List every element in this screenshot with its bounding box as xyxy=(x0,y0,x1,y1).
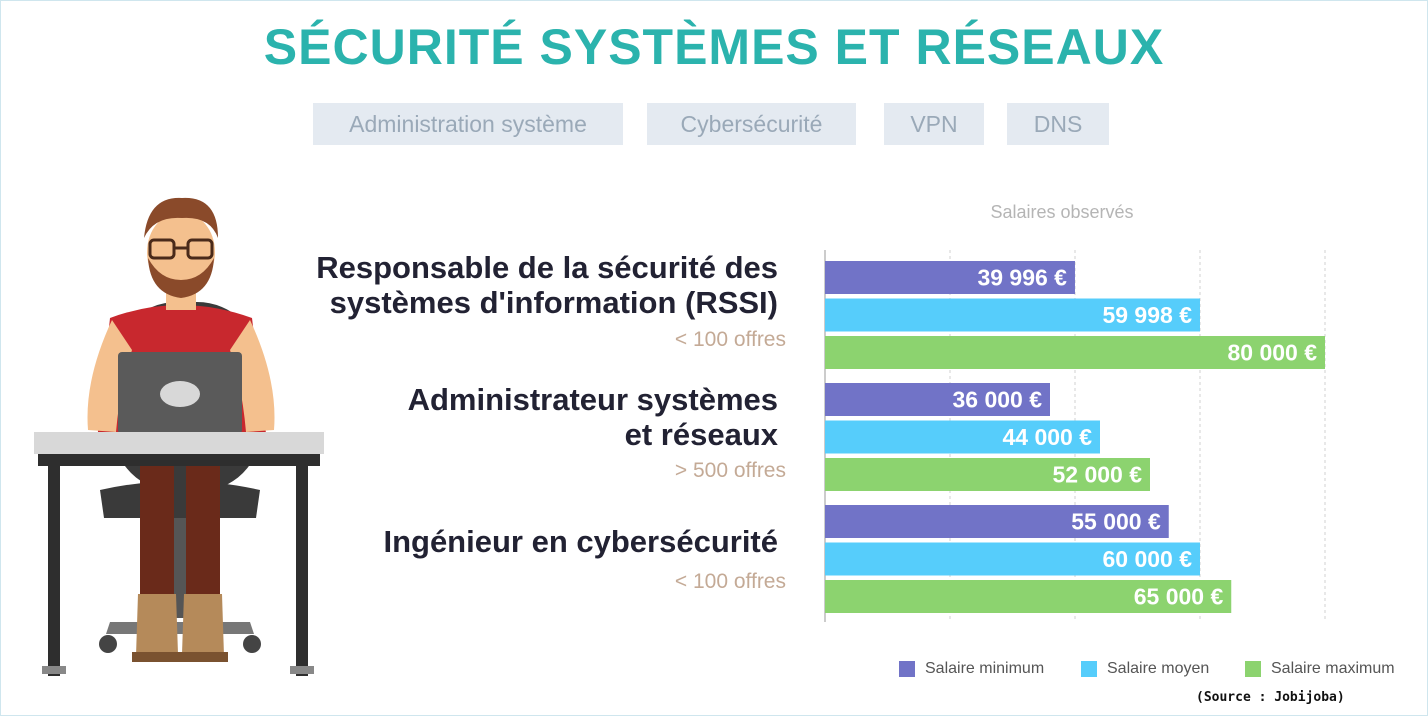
beard-shape xyxy=(148,258,214,298)
right-arm-shape xyxy=(230,320,275,432)
chair-wheel-left-shape xyxy=(99,635,117,653)
job-title-admin-line-1: Administrateur systèmes xyxy=(407,382,778,417)
desk-right-leg-shape xyxy=(296,466,308,676)
tag-dns: DNS xyxy=(1007,103,1109,145)
left-leg-shape xyxy=(140,466,174,596)
bar-maximum-2 xyxy=(825,580,1232,613)
bar-label-minimum-1: 36 000 € xyxy=(952,387,1042,413)
desk-left-foot-shape xyxy=(42,666,66,674)
desk-right-foot-shape xyxy=(290,666,314,674)
right-leg-shape xyxy=(186,466,220,596)
desk-frame-shape xyxy=(38,454,320,466)
legend-moyen-swatch xyxy=(1081,661,1097,677)
bar-label-moyen-0: 59 998 € xyxy=(1102,302,1192,328)
tag-administration-systeme: Administration système xyxy=(313,103,623,145)
offers-admin: > 500 offres xyxy=(674,459,786,482)
tag-vpn: VPN xyxy=(884,103,984,145)
bar-moyen-0 xyxy=(825,298,1200,332)
bar-label-moyen-1: 44 000 € xyxy=(1002,424,1092,450)
bar-minimum-2 xyxy=(825,505,1169,538)
left-boot-sole-shape xyxy=(132,652,180,662)
legend-moyen: Salaire moyen xyxy=(1081,660,1209,678)
legend-maximum: Salaire maximum xyxy=(1245,660,1395,678)
job-title-admin: Administrateur systèmes et réseaux xyxy=(408,382,778,452)
bar-moyen-1 xyxy=(825,420,1100,454)
tag-cybersecurite: Cybersécurité xyxy=(647,103,856,145)
page-title: SÉCURITÉ SYSTÈMES ET RÉSEAUX xyxy=(263,19,1165,75)
laptop-logo-shape xyxy=(160,381,200,407)
bar-maximum-0 xyxy=(825,336,1325,369)
job-title-ingenieur-line-1: Ingénieur en cybersécurité xyxy=(383,524,778,559)
job-title-ingenieur: Ingénieur en cybersécurité xyxy=(383,524,778,559)
legend-maximum-label: Salaire maximum xyxy=(1271,660,1395,677)
bar-minimum-0 xyxy=(825,261,1075,294)
job-title-rssi-line-2: systèmes d'information (RSSI) xyxy=(329,285,778,320)
chart-title: Salaires observés xyxy=(990,202,1134,222)
chair-wheel-right-shape xyxy=(243,635,261,653)
source-note: (Source : Jobijoba) xyxy=(1196,690,1345,705)
job-title-admin-line-2: et réseaux xyxy=(624,417,778,452)
bar-minimum-1 xyxy=(825,383,1050,416)
person-at-laptop-illustration xyxy=(34,197,324,676)
legend-minimum-swatch xyxy=(899,661,915,677)
bar-label-moyen-2: 60 000 € xyxy=(1102,546,1192,572)
legend-minimum-label: Salaire minimum xyxy=(925,660,1045,677)
bar-maximum-1 xyxy=(825,458,1150,491)
legend-minimum: Salaire minimum xyxy=(899,660,1044,678)
hair-shape xyxy=(144,197,218,238)
desk-top-shape xyxy=(34,432,324,454)
chair-post-shape xyxy=(172,518,186,618)
job-title-rssi-line-1: Responsable de la sécurité des xyxy=(316,250,778,285)
head-shape xyxy=(147,212,215,292)
job-title-rssi: Responsable de la sécurité des systèmes … xyxy=(316,250,778,320)
right-boot-shape xyxy=(182,594,224,656)
legend-moyen-label: Salaire moyen xyxy=(1107,660,1210,677)
desk-left-leg-shape xyxy=(48,466,60,676)
bar-label-minimum-2: 55 000 € xyxy=(1071,509,1161,535)
legend-maximum-swatch xyxy=(1245,661,1261,677)
left-boot-shape xyxy=(136,594,178,656)
bar-label-minimum-0: 39 996 € xyxy=(977,265,1067,291)
offers-rssi: < 100 offres xyxy=(674,328,786,351)
bar-moyen-2 xyxy=(825,542,1200,576)
offers-ingenieur: < 100 offres xyxy=(674,570,786,593)
bar-label-maximum-1: 52 000 € xyxy=(1052,462,1142,488)
bar-label-maximum-0: 80 000 € xyxy=(1227,340,1317,366)
bar-label-maximum-2: 65 000 € xyxy=(1134,584,1224,610)
right-boot-sole-shape xyxy=(180,652,228,662)
left-arm-shape xyxy=(87,320,132,432)
